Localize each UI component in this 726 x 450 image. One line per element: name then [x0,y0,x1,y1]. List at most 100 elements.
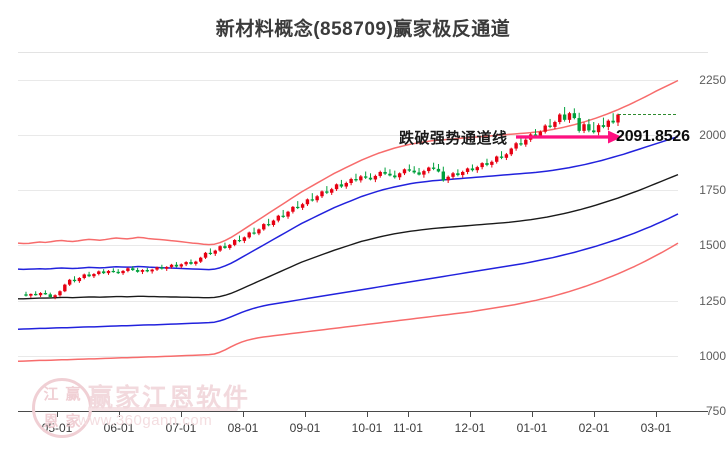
candle-body [184,262,188,265]
candle-body [286,211,290,217]
candle-body [101,271,106,274]
candle-body [53,295,57,298]
candle-body [596,125,601,133]
candle-body [383,171,387,174]
candle-body [179,264,183,267]
candle-body [417,172,421,175]
y-axis-tick-label: 1000 [699,348,726,363]
y-axis-tick-label: 1750 [699,183,726,198]
x-axis-tick-label: 09-01 [289,421,321,435]
title-divider [18,52,708,53]
candle-body [252,232,256,234]
candle-body [116,271,120,274]
candle-body [228,244,232,248]
x-axis-tick-label: 06-01 [103,421,135,435]
candle-body [305,199,310,205]
candle-body [363,176,368,178]
candle-body [480,163,484,168]
candle-body [524,139,528,145]
candle-body [218,246,222,251]
candle-body [43,293,48,295]
channel-line [18,173,679,300]
y-axis-tick-label: 1250 [699,293,726,308]
x-axis-tick [367,411,368,417]
candle-body [34,293,38,296]
candle-body [296,206,300,209]
candle-body [407,169,412,171]
candle-body [494,156,499,162]
candle-body [582,124,586,131]
candle-body [223,246,227,248]
candle-body [310,199,314,201]
candle-body [436,168,441,172]
candle-body [145,270,150,272]
price-series-svg [17,79,679,363]
x-axis-tick-label: 01-01 [516,421,548,435]
gridline [18,300,678,302]
candle-body [490,161,494,165]
candle-body [194,261,198,264]
candle-body [67,279,72,285]
candle-body [572,113,577,119]
candle-body [24,294,28,296]
candle-body [538,131,543,137]
gridline [18,134,678,136]
x-axis-tick-label: 03-01 [640,421,672,435]
candle-body [601,125,606,127]
candle-body [242,237,247,241]
x-axis-tick [57,411,58,417]
candle-body [514,143,518,149]
gridline [18,190,678,192]
candle-body [208,252,213,255]
candle-body [592,130,596,133]
candle-body [237,240,242,242]
x-axis-tick-label: 08-01 [227,421,259,435]
y-axis-tick-label: 2000 [699,127,726,142]
channel-line [17,79,679,246]
candle-body [441,171,446,181]
candle-body [504,154,509,158]
y-axis-tick-label: 750 [705,404,726,418]
candle-body [77,278,82,282]
page-title: 新材料概念(858709)赢家极反通道 [215,19,511,40]
candle-body [126,268,130,271]
candle-body [29,293,33,296]
candle-body [451,173,455,177]
candle-body [320,191,324,197]
candle-body [359,176,363,181]
candle-body [291,206,295,212]
x-axis-tick [119,411,120,417]
candle-body [499,156,504,158]
candle-body [262,224,266,230]
candle-body [354,179,358,181]
candle-body [611,120,615,123]
candle-body [548,125,552,127]
channel-line [17,213,679,331]
candle-body [567,113,572,120]
gridline [18,355,678,357]
candle-body [587,124,591,131]
x-axis-tick-label: 11-01 [393,421,423,435]
candle-body [412,170,416,173]
candle-body [213,250,217,254]
candle-body [325,191,329,193]
candle-body [165,266,169,269]
candle-body [616,114,620,123]
annotation-arrow-icon [516,130,622,144]
candle-body [174,264,179,267]
candle-body [257,229,261,234]
candle-body [72,279,77,282]
candle-body [368,177,373,180]
x-axis-line [18,411,708,412]
candle-body [121,270,125,274]
candle-body [446,176,450,181]
channel-line [17,242,679,363]
candle-body [63,284,67,292]
x-axis-tick-label: 10-01 [351,421,383,435]
candle-body [388,173,392,176]
candle-body [247,232,251,238]
channel-line [17,135,679,271]
candle-body [330,189,334,193]
x-axis-tick [470,411,471,417]
